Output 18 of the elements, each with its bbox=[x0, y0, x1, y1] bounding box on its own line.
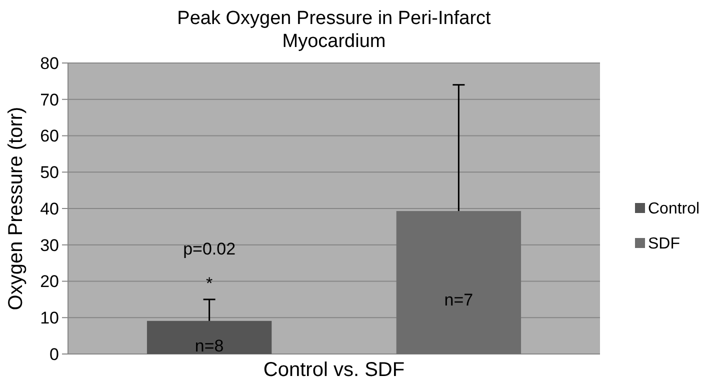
y-tick-label: 70 bbox=[40, 90, 59, 110]
x-axis-title: Control vs. SDF bbox=[263, 359, 405, 381]
annotation: n=8 bbox=[194, 336, 224, 356]
y-axis-title: Oxygen Pressure (torr) bbox=[5, 106, 27, 310]
chart-title: Peak Oxygen Pressure in Peri-Infarct Myocardium bbox=[177, 8, 492, 52]
y-tick-label: 60 bbox=[40, 126, 59, 146]
annotation: * bbox=[206, 274, 213, 294]
y-tick-label: 80 bbox=[40, 54, 59, 73]
y-tick-label: 10 bbox=[40, 308, 59, 328]
y-tick-label: 40 bbox=[40, 199, 59, 218]
legend-label: SDF bbox=[648, 236, 680, 253]
y-tick-label: 50 bbox=[40, 163, 59, 182]
legend-label: Control bbox=[648, 200, 700, 218]
y-tick-label: 0 bbox=[50, 344, 59, 364]
y-tick-label: 30 bbox=[40, 236, 59, 255]
annotation: n=7 bbox=[444, 290, 474, 310]
y-tick-label: 20 bbox=[40, 272, 59, 292]
annotation: p=0.02 bbox=[183, 239, 236, 258]
